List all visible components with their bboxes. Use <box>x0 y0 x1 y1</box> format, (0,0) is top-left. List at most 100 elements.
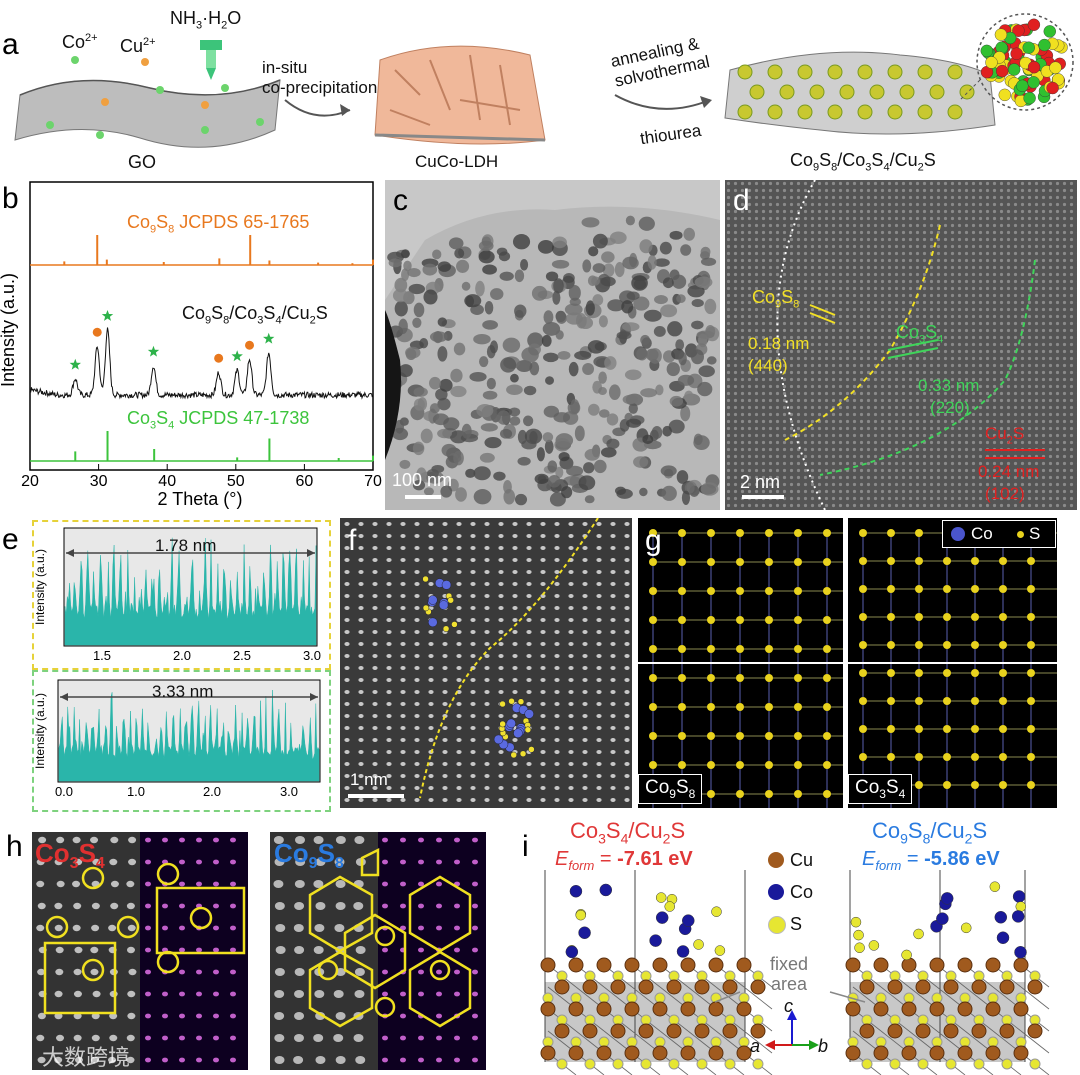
s-atom <box>999 781 1007 789</box>
h-atom-column <box>230 991 236 997</box>
g-legend: Co S <box>942 520 1056 548</box>
tem-particle <box>473 489 492 505</box>
h-atom-column <box>73 1012 82 1020</box>
tem-particle <box>651 426 663 439</box>
s-atom <box>794 703 802 711</box>
h-atom-column <box>294 1012 305 1020</box>
h-atom-column <box>145 969 151 975</box>
h-atom-column <box>454 837 460 843</box>
cu-atom <box>845 957 861 973</box>
s-atom <box>915 613 923 621</box>
cu-atom <box>568 1045 584 1061</box>
s-atom <box>649 645 657 653</box>
h-atom-column <box>92 990 101 998</box>
tem-particle <box>591 276 600 286</box>
e-top-xtick: 2.0 <box>173 648 191 663</box>
h-atom-column <box>145 859 151 865</box>
tem-particle <box>628 403 638 414</box>
s-atom <box>794 529 802 537</box>
h-atom-column <box>73 902 82 910</box>
h-atom-column <box>273 880 284 888</box>
s-atom <box>823 790 831 798</box>
h-atom-column <box>436 859 442 865</box>
tem-particle <box>693 435 710 451</box>
h-atom-column <box>162 1057 168 1063</box>
s-atom <box>915 781 923 789</box>
tem-particle <box>598 409 610 418</box>
h-atom-column <box>295 836 306 844</box>
sphere-atom <box>1043 25 1056 38</box>
s-atom <box>971 613 979 621</box>
xrd-tick-label: 40 <box>158 473 176 490</box>
h-right-title: Co9S8 <box>274 838 344 873</box>
h-atom-column <box>313 946 324 954</box>
tem-particle <box>508 407 521 417</box>
s-atom <box>943 781 951 789</box>
h-atom-column <box>454 903 460 909</box>
h-atom-column <box>145 903 151 909</box>
s-atom <box>707 587 715 595</box>
s-atom <box>915 557 923 565</box>
cu-atom <box>736 1001 752 1017</box>
h-atom-column <box>436 925 442 931</box>
tem-particle <box>543 405 560 418</box>
h-atom-column <box>145 947 151 953</box>
f-co-atom <box>506 718 516 729</box>
s-atom <box>765 529 773 537</box>
h-atom-column <box>196 947 202 953</box>
tem-particle <box>450 385 467 398</box>
co-atom <box>936 912 949 925</box>
co-atom <box>682 914 695 927</box>
tem-particle <box>543 310 554 324</box>
tem-particle <box>394 419 405 434</box>
tem-particle <box>398 318 408 335</box>
h-atom-column <box>400 925 406 931</box>
tem-particle <box>443 417 460 431</box>
tem-particle <box>544 439 554 454</box>
s-atom <box>649 674 657 682</box>
tem-particle <box>660 465 677 477</box>
h-atom-column <box>56 1034 65 1042</box>
h-atom-column <box>314 924 325 932</box>
h-atom-column <box>230 903 236 909</box>
cu-atom <box>568 1001 584 1017</box>
tem-particle <box>584 448 600 461</box>
s-atom <box>649 703 657 711</box>
h-atom-column <box>213 1057 219 1063</box>
f-s-atom <box>510 751 517 759</box>
s-atom <box>971 753 979 761</box>
nanoparticle-dot <box>947 64 963 80</box>
tem-particle <box>523 385 537 396</box>
h-atom-column <box>36 1034 45 1042</box>
d-co9s8-label: Co9S8 <box>752 287 800 311</box>
tem-particle <box>506 384 523 395</box>
tem-particle <box>490 288 504 300</box>
h-atom-column <box>72 836 81 844</box>
i-right-energy: Eform = -5.86 eV <box>862 848 1000 873</box>
co-i-legend-label: Co <box>790 882 814 902</box>
s-atom <box>915 585 923 593</box>
cu-atom <box>985 1001 1001 1017</box>
sphere-atom <box>1022 41 1035 54</box>
tem-particle <box>582 259 592 273</box>
h-atom-column <box>213 859 219 865</box>
h-atom-column <box>230 859 236 865</box>
cu-atom <box>582 1023 598 1039</box>
sphere-atom <box>1046 81 1059 95</box>
tem-particle <box>639 239 653 254</box>
cu-atom <box>915 979 931 995</box>
h-atom-column <box>334 858 345 866</box>
s-atom <box>736 529 744 537</box>
s-atom <box>707 558 715 566</box>
d-co3s4-hkl: (220) <box>930 398 970 417</box>
xrd-co9s8-marker <box>92 327 102 337</box>
nanoparticle-dot <box>737 64 753 80</box>
tem-particle <box>588 403 600 416</box>
h-atom-column <box>109 1012 118 1020</box>
h-atom-column <box>74 858 83 866</box>
s-atom <box>823 703 831 711</box>
ldh-label: CuCo-LDH <box>415 152 499 171</box>
tem-particle <box>461 423 472 439</box>
h-atom-column <box>333 1034 344 1042</box>
h-atom-column <box>54 858 63 866</box>
